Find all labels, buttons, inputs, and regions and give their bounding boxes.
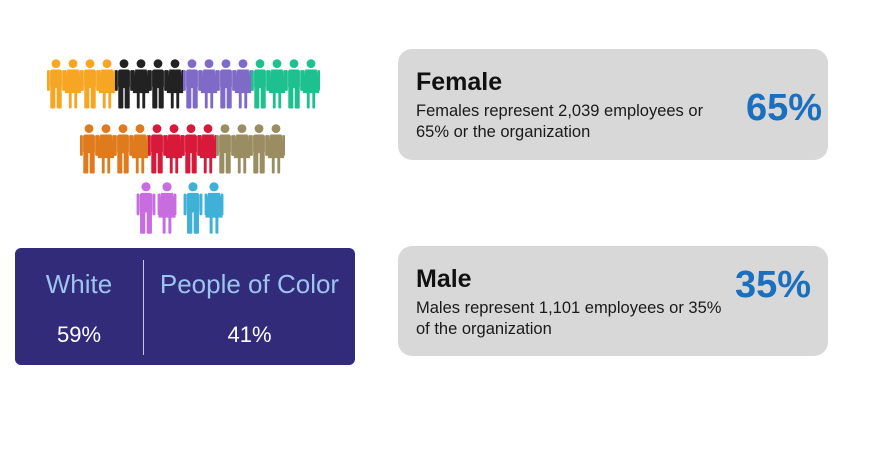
woman-icon <box>97 59 117 109</box>
woman-icon <box>198 124 218 174</box>
white-column: White 59% <box>15 248 143 365</box>
man-icon <box>80 59 100 109</box>
woman-icon <box>267 59 287 109</box>
man-icon <box>147 124 167 174</box>
white-label: White <box>45 269 113 299</box>
woman-icon <box>204 182 224 234</box>
man-icon <box>148 59 168 109</box>
woman-icon <box>96 124 116 174</box>
man-icon <box>249 124 269 174</box>
people-of-color-label: People of Color <box>159 269 340 299</box>
woman-icon <box>130 124 150 174</box>
people-of-color-column: People of Color 41% <box>144 248 355 365</box>
white-percentage: 59% <box>56 322 102 347</box>
race-divider <box>143 260 144 355</box>
man-icon <box>113 124 133 174</box>
man-icon <box>46 59 66 109</box>
people-icon-graphic <box>46 59 321 234</box>
people-of-color-percentage: 41% <box>227 322 272 347</box>
man-icon <box>182 59 202 109</box>
woman-icon <box>232 124 252 174</box>
female-card: Female Females represent 2,039 employees… <box>398 49 828 160</box>
male-percentage: 35% <box>734 264 811 306</box>
man-icon <box>183 182 203 234</box>
woman-icon <box>131 59 151 109</box>
woman-icon <box>63 59 83 109</box>
woman-icon <box>233 59 253 109</box>
female-title: Female <box>416 68 503 96</box>
man-icon <box>136 182 156 234</box>
woman-icon <box>164 124 184 174</box>
woman-icon <box>266 124 286 174</box>
man-icon <box>79 124 99 174</box>
man-icon <box>114 59 134 109</box>
woman-icon <box>199 59 219 109</box>
female-description: Females represent 2,039 employees or 65%… <box>416 102 704 141</box>
male-card: Male Males represent 1,101 employees or … <box>398 246 828 356</box>
female-percentage: 65% <box>745 87 822 129</box>
man-icon <box>250 59 270 109</box>
male-title: Male <box>416 265 472 293</box>
woman-icon <box>165 59 185 109</box>
man-icon <box>215 124 235 174</box>
woman-icon <box>157 182 177 234</box>
man-icon <box>216 59 236 109</box>
male-description: Males represent 1,101 employees or 35% o… <box>416 299 722 338</box>
man-icon <box>181 124 201 174</box>
woman-icon <box>301 59 321 109</box>
man-icon <box>284 59 304 109</box>
race-breakdown-panel: White 59% People of Color 41% <box>15 248 355 365</box>
